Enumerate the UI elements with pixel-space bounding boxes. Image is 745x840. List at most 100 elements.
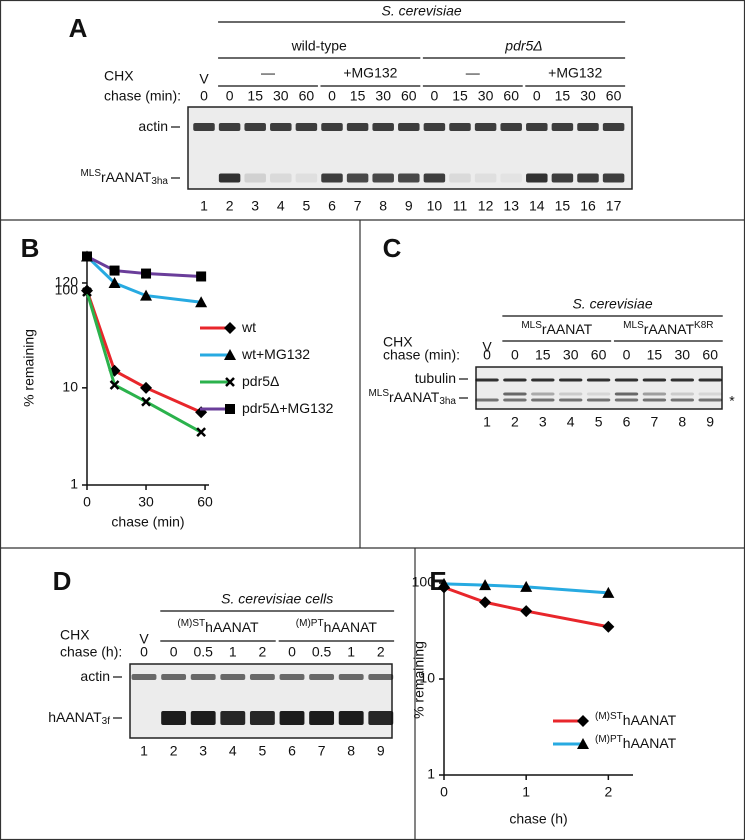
construct-part: hAANAT — [205, 619, 259, 635]
treatment: +MG132 — [548, 65, 602, 81]
lane-number: 14 — [529, 198, 545, 214]
gel-band — [368, 711, 394, 725]
lane-number: 7 — [651, 414, 659, 430]
x-tick-label: 60 — [197, 494, 213, 510]
gel-band — [475, 378, 499, 382]
lane-number: 4 — [229, 743, 237, 759]
chase-time: 30 — [580, 88, 596, 104]
legend-label-part: wt+MG132 — [241, 346, 310, 362]
series-line — [86, 255, 202, 278]
construct: MLSrAANAT — [521, 320, 592, 337]
gel-band — [193, 123, 215, 131]
lane-number: 10 — [427, 198, 443, 214]
x-axis-label: chase (min) — [111, 514, 184, 530]
lane-number: 12 — [478, 198, 494, 214]
construct-part: (M)ST — [177, 618, 205, 629]
data-point — [602, 620, 615, 633]
lane-number: 11 — [453, 198, 468, 214]
gel-band — [244, 123, 266, 131]
gel-band — [338, 674, 364, 680]
data-point — [195, 296, 208, 308]
chase-time: 0 — [431, 88, 439, 104]
data-point — [141, 268, 152, 279]
data-point — [140, 381, 153, 394]
data-point — [196, 271, 207, 282]
gel-band — [190, 711, 216, 725]
gel-band — [321, 173, 343, 183]
treatment: — — [466, 65, 480, 81]
lane-number: 6 — [623, 414, 631, 430]
legend-label-part: (M)PT — [595, 734, 623, 745]
chase-time: 30 — [478, 88, 494, 104]
organism: S. cerevisiae — [572, 296, 652, 312]
lane-number: 5 — [595, 414, 603, 430]
lane-number: 6 — [328, 198, 336, 214]
row-label: CHX — [104, 68, 134, 84]
chase-time: 0.5 — [312, 644, 332, 660]
gel-band — [309, 674, 335, 680]
lane-number: 6 — [288, 743, 296, 759]
y-tick-label: 100 — [412, 574, 436, 590]
data-point — [196, 427, 207, 438]
gel-band — [449, 173, 471, 183]
construct-part: MLS — [623, 320, 644, 331]
data-point — [602, 586, 615, 598]
data-point — [82, 287, 92, 297]
gel-band — [190, 674, 216, 680]
band-label: actin — [80, 668, 110, 684]
chase-time: 0 — [483, 347, 491, 363]
gel-band — [531, 392, 555, 396]
data-point — [109, 380, 120, 390]
panel-letter: B — [21, 233, 40, 263]
legend-label: pdr5Δ+MG132 — [242, 400, 334, 416]
gel — [475, 366, 723, 410]
gel-band — [698, 392, 722, 396]
gel-band — [602, 123, 625, 131]
chase-time: 30 — [563, 347, 579, 363]
gel-band — [698, 378, 722, 382]
chase-time: 0 — [511, 347, 519, 363]
construct-part: rAANAT — [542, 321, 593, 337]
data-point — [109, 265, 120, 276]
gel-band — [372, 123, 394, 131]
x-tick-label: 1 — [522, 784, 530, 800]
gel-band — [586, 392, 611, 396]
gel-band — [270, 123, 292, 131]
chase-time: 2 — [259, 644, 267, 660]
strain: wild-type — [291, 38, 347, 54]
gel-band — [346, 123, 369, 131]
gel-band — [449, 123, 471, 131]
legend-label-part: pdr5Δ — [242, 373, 279, 389]
chase-time: 0 — [226, 88, 234, 104]
legend-label: pdr5Δ — [242, 373, 279, 389]
band-label-part: actin — [138, 118, 168, 134]
band-label-part: 3f — [102, 716, 111, 727]
series-line — [443, 585, 609, 629]
x-tick-label: 0 — [83, 494, 91, 510]
x-tick-label: 2 — [604, 784, 612, 800]
row-label: chase (min): — [104, 88, 181, 104]
x-axis-label: chase (h) — [509, 811, 567, 827]
chase-time: 0 — [623, 347, 631, 363]
y-tick-label: 120 — [55, 274, 79, 290]
chase-time: 30 — [273, 88, 289, 104]
y-tick-label: 10 — [62, 379, 78, 395]
legend-label-part: hAANAT — [623, 712, 677, 728]
gel-band — [131, 674, 157, 680]
chase-time: 15 — [350, 88, 366, 104]
lane-number: 16 — [580, 198, 596, 214]
x-tick-label: 0 — [440, 784, 448, 800]
chase-time: 2 — [377, 644, 385, 660]
gel-band — [500, 173, 522, 183]
chase-time: 0 — [200, 88, 208, 104]
gel-band — [321, 123, 343, 131]
gel-band — [279, 674, 305, 680]
row-label: chase (h): — [60, 644, 122, 660]
chase-time: 0 — [288, 644, 296, 660]
legend-marker — [225, 404, 235, 414]
band-label: hAANAT3f — [48, 709, 110, 727]
gel-band — [586, 378, 611, 382]
gel-band — [475, 398, 499, 402]
gel-band — [220, 711, 246, 725]
